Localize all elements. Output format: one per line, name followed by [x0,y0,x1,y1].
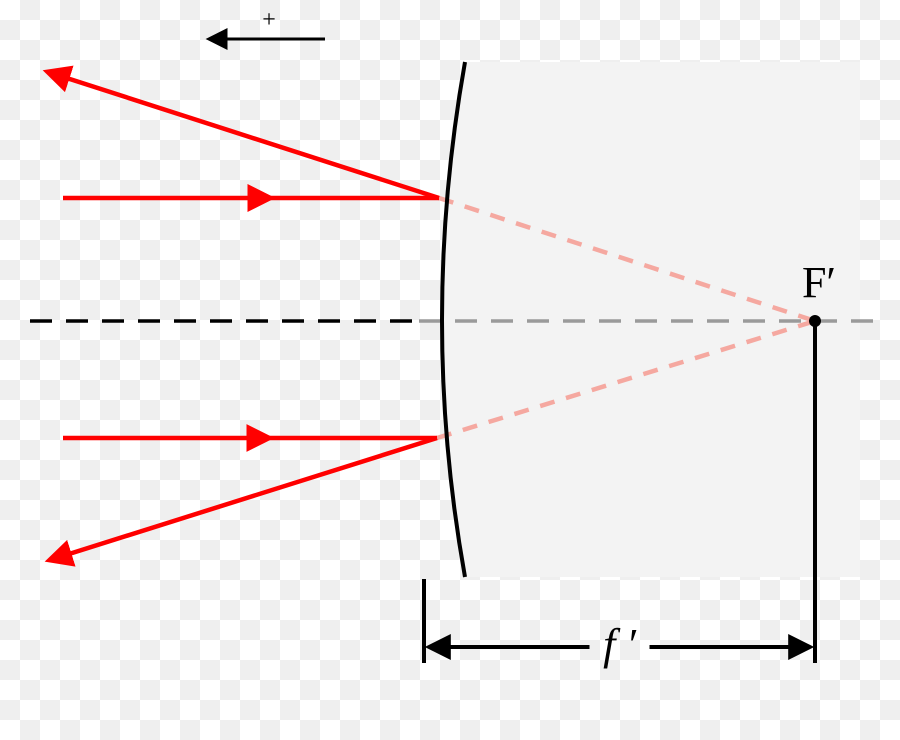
focus-label: F′ [802,258,836,307]
reflected-ray-lower [50,438,437,560]
direction-plus-label: + [262,7,276,33]
convex-mirror-diagram: f ′ F′ + [0,0,900,740]
reflected-ray-upper [48,72,439,198]
focal-length-label: f ′ [603,620,637,669]
focus-point [809,315,821,327]
